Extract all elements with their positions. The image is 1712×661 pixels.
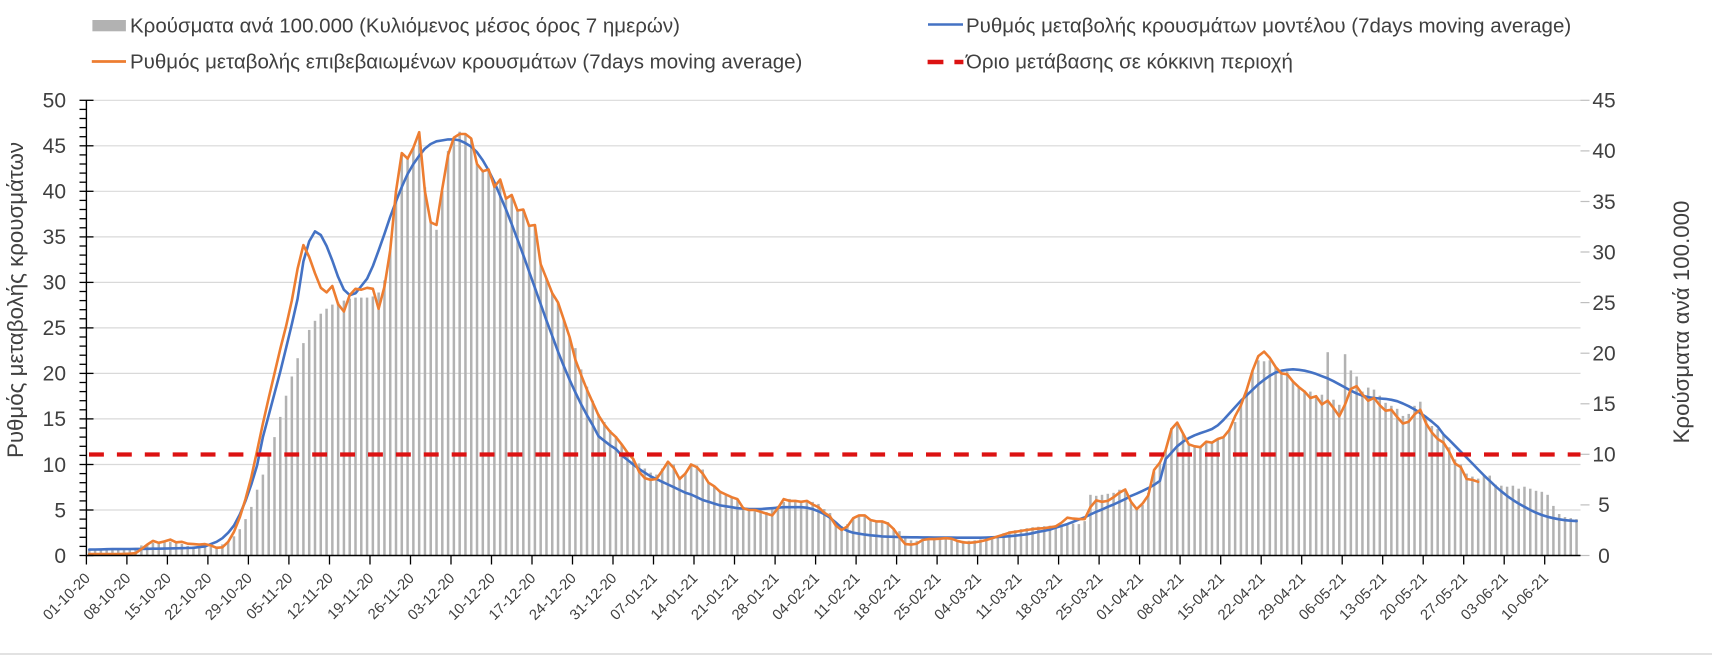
svg-text:20: 20 [43,363,66,386]
svg-text:30: 30 [43,272,66,295]
svg-text:15: 15 [43,408,66,431]
svg-text:Κρούσματα ανά 100.000: Κρούσματα ανά 100.000 [1669,201,1694,444]
svg-text:0: 0 [1598,545,1610,568]
svg-text:Ρυθμός μεταβολής κρουσμάτων μο: Ρυθμός μεταβολής κρουσμάτων μοντέλου (7d… [966,15,1571,38]
svg-text:20: 20 [1592,343,1615,366]
svg-text:45: 45 [1592,90,1615,113]
svg-text:25: 25 [43,317,66,340]
svg-text:25: 25 [1592,292,1615,315]
svg-text:0: 0 [54,545,66,568]
svg-text:10: 10 [43,454,66,477]
svg-text:35: 35 [1592,191,1615,214]
svg-text:Ρυθμός μεταβολής επιβεβαιωμένω: Ρυθμός μεταβολής επιβεβαιωμένων κρουσμάτ… [130,51,802,74]
svg-text:Κρούσματα ανά 100.000 (Κυλιόμε: Κρούσματα ανά 100.000 (Κυλιόμενος μέσος … [130,15,680,38]
svg-text:45: 45 [43,135,66,158]
svg-text:35: 35 [43,226,66,249]
svg-text:Ρυθμός μεταβολής κρουσμάτων: Ρυθμός μεταβολής κρουσμάτων [3,142,28,458]
svg-text:40: 40 [1592,140,1615,163]
svg-text:40: 40 [43,181,66,204]
svg-text:10: 10 [1592,444,1615,467]
svg-text:Όριο μετάβασης σε κόκκινη περι: Όριο μετάβασης σε κόκκινη περιοχή [965,51,1293,74]
svg-text:50: 50 [43,90,66,113]
svg-text:30: 30 [1592,241,1615,264]
svg-text:15: 15 [1592,393,1615,416]
svg-text:5: 5 [1598,494,1610,517]
svg-text:5: 5 [54,499,66,522]
